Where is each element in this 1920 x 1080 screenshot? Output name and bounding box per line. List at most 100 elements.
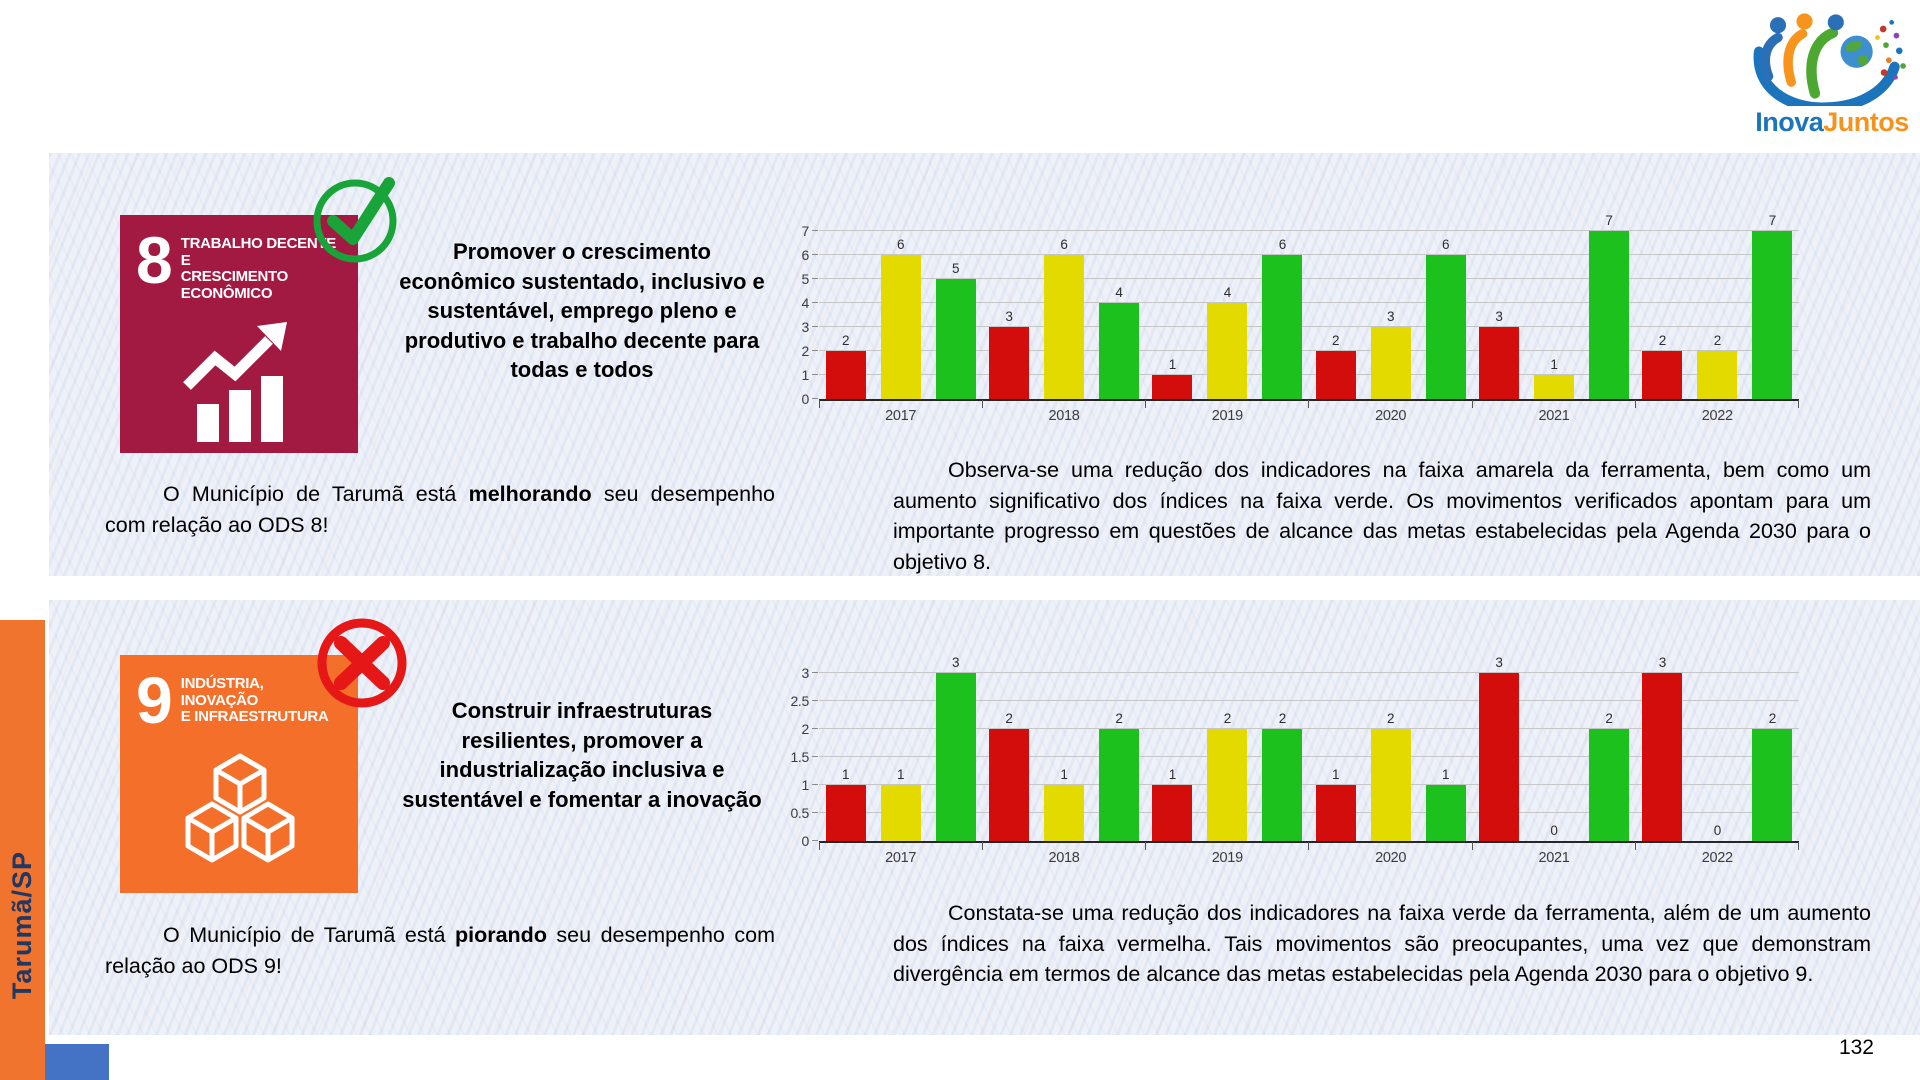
year-group: 1 1 3 2017 [819,655,984,866]
bar-value-label: 3 [1495,655,1503,670]
faixa-amarela: 3 [1370,309,1411,399]
inovajuntos-logo-graphic [1753,13,1906,113]
bar [935,279,976,399]
bar [1425,255,1466,399]
bar-value-label: 6 [1278,237,1287,252]
bar [1588,729,1629,841]
faixa-amarela: 0 [1697,823,1737,841]
bar [1262,729,1303,841]
y-axis-label: 5 [801,271,810,287]
bar-value-label: 3 [1387,309,1395,324]
x-axis-label: 2021 [1538,850,1570,866]
faixa-vermelha: 1 [825,767,866,841]
x-axis-label: 2021 [1538,408,1570,424]
faixa-amarela: 0 [1534,823,1574,841]
bar-value-label: 3 [952,655,960,670]
faixa-verde: 6 [1425,237,1466,399]
bar [988,327,1029,399]
faixa-verde: 1 [1425,767,1466,841]
y-axis-label: 2 [801,343,810,359]
ods9-bar-chart: 0 0.5 1 1.5 2 2.5 3 1 1 3 2017 2 1 2 2018 1 2 2 2019 1 2 1 202… [785,605,1825,890]
bar [1533,375,1574,399]
cubes-icon [136,742,344,874]
year-group: 1 2 1 2020 [1309,675,1474,866]
bar-value-label: 6 [1442,237,1450,252]
y-axis-tick [812,326,818,327]
bar [988,729,1029,841]
bar-value-label: 3 [1005,309,1013,324]
bar-value-label: 2 [1223,711,1232,726]
y-axis-label: 1.5 [790,749,809,765]
x-axis-label: 2017 [885,850,917,866]
bar-value-label: 2 [1115,711,1123,726]
bar [1043,255,1084,399]
bar-value-label: 2 [1768,711,1777,726]
faixa-amarela: 4 [1207,285,1248,399]
y-axis-label: 3 [801,665,810,681]
ods9-sdg-number: 9 [136,663,173,737]
x-axis-label: 2017 [885,408,917,424]
bar-value-label: 1 [842,767,850,782]
plot-area: 2 6 5 2017 3 6 4 2018 1 4 6 2019 2 3 6 2020 3 1 7 2021 2 2 7 20… [818,213,1800,424]
bar-value-label: 0 [1713,823,1722,838]
ods8-status-text: O Município de Tarumã está melhorando se… [105,482,775,537]
faixa-vermelha: 2 [1642,333,1683,399]
bar [1315,785,1356,841]
bar-value-label: 3 [1495,309,1503,324]
faixa-vermelha: 1 [1152,357,1193,399]
faixa-amarela: 1 [880,767,921,841]
ods8-sdg-card: 8 TRABALHO DECENTE E CRESCIMENTO ECONÔMI… [120,215,358,453]
gridline [819,350,1799,351]
bar [880,255,921,399]
bar [1098,729,1139,841]
bar [1152,785,1193,841]
bar [1425,785,1466,841]
y-axis-label: 4 [801,295,810,311]
faixa-amarela: 1 [1533,357,1574,399]
municipality-label: Tarumã/SP [7,850,37,1000]
bar [1752,729,1793,841]
plot-area: 1 1 3 2017 2 1 2 2018 1 2 2 2019 1 2 1 2020 3 0 2 2021 3 0 2 20… [818,655,1800,866]
inovajuntos-logo-text: InovaJuntos [1742,107,1920,138]
page-number: 132 [1838,1036,1874,1059]
bar-value-label: 7 [1768,213,1777,228]
bar [1207,729,1248,841]
ods9-sdg-header: 9 INDÚSTRIA, INOVAÇÃO E INFRAESTRUTURA [136,663,344,737]
bar-value-label: 5 [952,261,960,276]
faixa-vermelha: 2 [825,333,866,399]
y-axis-label: 2.5 [790,693,809,709]
y-axis-label: 0 [801,391,810,407]
y-axis-label: 2 [801,721,810,737]
faixa-vermelha: 3 [1642,655,1683,841]
bar-value-label: 7 [1605,213,1613,228]
ods9-section: 9 INDÚSTRIA, INOVAÇÃO E INFRAESTRUTURA [49,600,1920,1035]
x-axis-label: 2022 [1701,850,1733,866]
bar [1043,785,1084,841]
y-axis-label: 6 [801,247,810,263]
faixa-vermelha: 1 [1315,767,1356,841]
year-group: 3 1 7 2021 [1472,213,1637,424]
worsening-x-icon [317,618,407,708]
bar-value-label: 1 [897,767,905,782]
faixa-verde: 2 [1098,711,1139,841]
gridline [819,728,1799,729]
y-axis-tick [812,672,818,673]
bar-value-label: 1 [1168,357,1177,372]
faixa-verde: 5 [935,261,976,399]
x-axis-label: 2019 [1211,408,1243,424]
ods8-sdg-number: 8 [136,223,173,297]
bar-value-label: 1 [1550,357,1558,372]
improving-check-icon [313,177,397,263]
municipality-sidebar: Tarumã/SP [0,620,45,1080]
bar [1370,327,1411,399]
bar-value-label: 1 [1168,767,1177,782]
gridline [819,812,1799,813]
bar-value-label: 1 [1332,767,1340,782]
y-axis-tick [812,302,818,303]
y-axis-tick [812,840,818,841]
growth-chart-icon [136,316,344,446]
faixa-verde: 6 [1262,237,1303,399]
chart-plot: 0 0.5 1 1.5 2 2.5 3 1 1 3 2017 2 1 2 2018 1 2 2 2019 1 2 1 202… [790,655,1800,866]
bar [1642,351,1683,399]
y-axis-tick [812,728,818,729]
